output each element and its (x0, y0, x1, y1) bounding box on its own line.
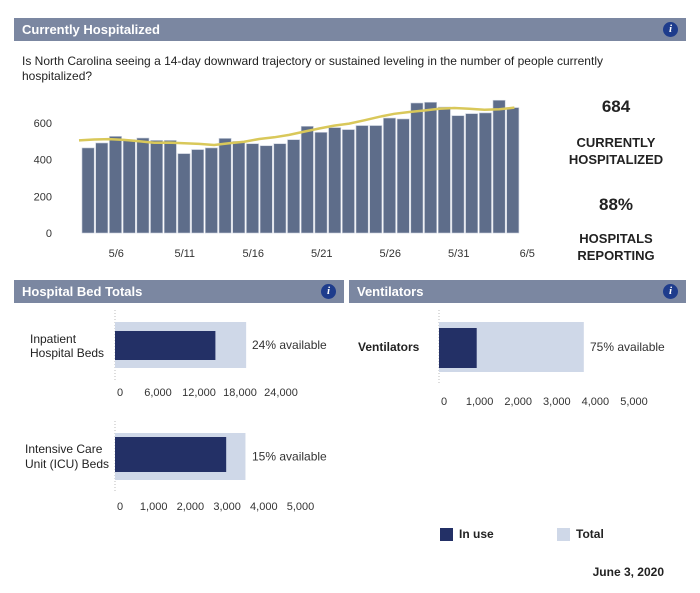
x-tick-label: 12,000 (182, 387, 216, 399)
bar-5/22 (328, 127, 342, 234)
bar-5/6 (109, 136, 122, 234)
bar-5/27 (396, 118, 410, 234)
bar-5/14 (218, 138, 232, 234)
info-icon[interactable]: i (321, 284, 336, 299)
x-tick-label: 2,000 (504, 396, 532, 408)
bar-5/16 (246, 143, 259, 234)
x-tick-label: 0 (441, 396, 447, 408)
header-title: Hospital Bed Totals (22, 284, 143, 299)
category-label: Ventilators (358, 340, 420, 354)
bar-5/12 (191, 149, 205, 234)
bar-5/4 (81, 147, 95, 234)
bar-6/2 (478, 112, 492, 234)
bar-5/28 (410, 102, 424, 234)
x-tick-label: 18,000 (223, 387, 257, 399)
bar-5/5 (95, 142, 109, 234)
bar-5/25 (369, 125, 383, 234)
x-tick-label: 3,000 (543, 396, 571, 408)
bar-5/18 (273, 143, 287, 234)
x-tick-label: 5/26 (380, 248, 401, 260)
x-tick-label: 5/11 (174, 248, 195, 260)
x-tick-label: 5,000 (620, 396, 648, 408)
bar-6/3 (492, 99, 506, 234)
x-tick-label: 5/21 (311, 248, 332, 260)
in-use-bar (115, 331, 216, 360)
x-tick-label: 5/16 (243, 248, 264, 260)
legend-label: Total (576, 527, 604, 541)
y-tick-label: 0 (46, 228, 52, 240)
x-tick-label: 4,000 (250, 501, 278, 513)
hospitalized-chart: 0 200 400 600 5/6 5/11 5/16 5/21 5/26 5/31 6/5 (34, 99, 535, 260)
bar-5/19 (287, 139, 300, 234)
x-tick-label: 5/31 (448, 248, 469, 260)
hospital-bed-totals-header: Hospital Bed Totals i (14, 280, 344, 303)
bar-5/9 (150, 140, 163, 234)
bar-5/24 (355, 125, 369, 234)
category-label: Inpatient Hospital Beds (30, 332, 104, 360)
moving-average-line (78, 106, 515, 147)
in-use-bar (115, 437, 227, 472)
in-use-bar (439, 328, 477, 368)
bar-5/10 (163, 140, 177, 234)
x-tick-label: 3,000 (213, 501, 241, 513)
legend-total: Total (557, 527, 604, 541)
x-tick-label: 6,000 (144, 387, 172, 399)
reporting-label: HOSPITALS REPORTING (577, 231, 655, 263)
bar-5/13 (205, 147, 218, 234)
bar-5/30 (437, 106, 451, 234)
current-value: 684 (601, 97, 631, 116)
info-icon[interactable]: i (663, 22, 678, 37)
info-icon[interactable]: i (663, 284, 678, 299)
header-title: Currently Hospitalized (22, 22, 160, 37)
legend-label: In use (459, 527, 494, 541)
legend-swatch-total (557, 527, 570, 541)
bar-5/26 (383, 117, 396, 234)
x-tick-label: 6/5 (520, 248, 535, 260)
ventilators-header: Ventilators i (349, 280, 686, 303)
available-annotation: 75% available (590, 340, 665, 354)
current-label: CURRENTLY HOSPITALIZED (568, 135, 664, 167)
bar-5/17 (259, 145, 273, 234)
currently-hospitalized-header: Currently Hospitalized i (14, 18, 686, 41)
bar-5/11 (177, 153, 191, 234)
legend-in-use: In use (440, 527, 494, 541)
y-tick-label: 400 (34, 155, 52, 167)
reporting-value: 88% (598, 195, 634, 214)
bar-5/31 (451, 115, 465, 234)
x-tick-label: 0 (117, 387, 123, 399)
x-tick-label: 1,000 (466, 396, 494, 408)
x-tick-label: 4,000 (582, 396, 610, 408)
x-tick-label: 24,000 (264, 387, 298, 399)
y-tick-label: 200 (34, 191, 52, 203)
bar-5/20 (300, 125, 314, 234)
bar-5/23 (341, 129, 355, 234)
x-tick-label: 5/6 (109, 248, 124, 260)
x-tick-label: 0 (117, 501, 123, 513)
bar-5/21 (314, 132, 328, 234)
bar-6/1 (465, 113, 479, 234)
x-tick-label: 2,000 (177, 501, 205, 513)
report-date: June 3, 2020 (592, 565, 664, 579)
legend-swatch-in-use (440, 527, 453, 541)
y-tick-label: 600 (34, 118, 52, 130)
question-text: Is North Carolina seeing a 14-day downwa… (22, 54, 603, 83)
bar-5/8 (136, 137, 150, 234)
available-annotation: 15% available (252, 450, 327, 464)
x-tick-label: 5,000 (287, 501, 315, 513)
category-label: Intensive Care Unit (ICU) Beds (25, 442, 109, 471)
header-title: Ventilators (357, 284, 424, 299)
available-annotation: 24% available (252, 338, 327, 352)
x-tick-label: 1,000 (140, 501, 168, 513)
bar-5/29 (424, 101, 437, 234)
